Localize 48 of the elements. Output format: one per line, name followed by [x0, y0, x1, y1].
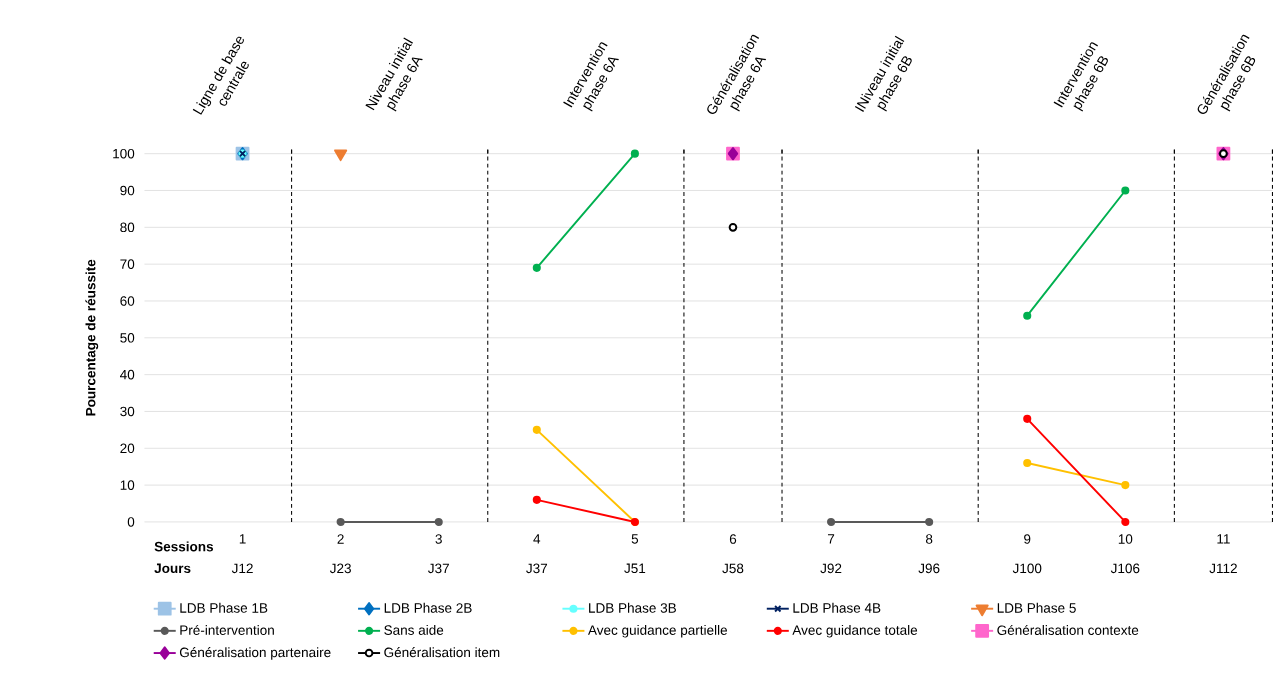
- legend-label: LDB Phase 2B: [384, 602, 472, 613]
- x-tick-label: 11: [1217, 534, 1230, 544]
- y-tick-label: 50: [120, 332, 135, 343]
- y-tick-label: 30: [120, 406, 135, 417]
- text: J106: [1110, 563, 1140, 573]
- y-tick-label: 10: [120, 480, 135, 490]
- y-axis-title: Pourcentage de réussite: [85, 259, 99, 416]
- x-tick-label: 2: [337, 534, 344, 544]
- y-tick-label: 70: [120, 259, 135, 269]
- legend-label: Sans aide: [384, 624, 444, 635]
- legend-label: LDB Phase 4B: [793, 602, 881, 613]
- text: J92: [820, 563, 842, 573]
- x-tick-label: 7: [827, 534, 835, 544]
- text: J37: [428, 563, 449, 573]
- legend-label: Avec guidance totale: [792, 624, 918, 638]
- x-tick-label: 8: [925, 534, 933, 544]
- legend-label: Généralisation partenaire: [179, 646, 331, 660]
- y-tick-label: 60: [120, 296, 135, 306]
- text: J112: [1209, 563, 1237, 573]
- text: J100: [1012, 563, 1042, 573]
- text: Sessions: [154, 541, 214, 552]
- legend-label: LDB Phase 1B: [180, 602, 268, 613]
- x-tick-label: 6: [729, 534, 737, 544]
- x-tick-label: 4: [533, 534, 541, 544]
- legend-label: LDB Phase 5: [997, 602, 1076, 613]
- text: J12: [231, 563, 253, 573]
- y-tick-label: 20: [120, 443, 135, 453]
- legend-label: Généralisation item: [384, 646, 500, 658]
- legend-label: Généralisation contexte: [997, 624, 1139, 635]
- y-tick-label: 80: [120, 222, 135, 232]
- text: J58: [722, 563, 744, 573]
- y-tick-label: 40: [120, 369, 135, 380]
- y-tick-label: 100: [113, 148, 135, 159]
- text: J96: [918, 563, 940, 573]
- legend-label: Avec guidance partielle: [588, 624, 727, 638]
- legend-label: LDB Phase 3B: [589, 602, 676, 613]
- text: J51: [624, 563, 646, 573]
- y-tick-label: 0: [127, 517, 135, 527]
- text: Jours: [154, 563, 191, 573]
- text: J23: [329, 563, 351, 573]
- y-tick-label: 90: [120, 185, 135, 196]
- x-tick-label: 9: [1024, 534, 1031, 544]
- text: J37: [526, 563, 548, 573]
- x-tick-label: 3: [435, 534, 442, 544]
- x-tick-label: 1: [239, 534, 246, 544]
- legend-label: Pré-intervention: [180, 624, 274, 635]
- x-tick-label: 10: [1118, 534, 1133, 544]
- x-tick-label: 5: [631, 534, 639, 544]
